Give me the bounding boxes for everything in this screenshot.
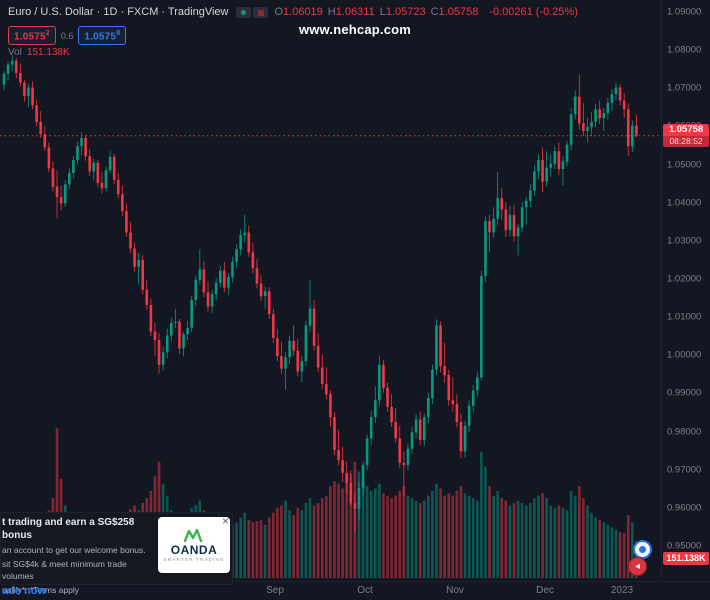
close-value: 1.05758 [438,6,479,18]
advertiser-logo-card: OANDA SMARTER TRADING [158,517,230,573]
eye-toggle-icon[interactable] [236,7,252,18]
candlestick-chart[interactable] [0,0,662,582]
bar-countdown: 08:28:52 [663,136,709,148]
open-label: O [274,6,284,18]
ad-headline: t trading and earn a SG$258 bonus [2,517,135,541]
price-axis-label: 0.98000 [667,426,702,438]
price-axis-label: 1.07000 [667,82,702,94]
symbol-legend: Euro / U.S. Dollar · 1D · FXCM · Trading… [8,5,578,20]
price-axis-label: 1.03000 [667,235,702,247]
price-axis[interactable]: 1.05758 08:28:52 151.138K 1.09000 1.08000… [661,0,710,582]
high-label: H [327,6,336,18]
ad-banner: t trading and earn a SG$258 bonus an acc… [0,512,233,595]
ad-body-line: ualify*. *Terms apply [2,585,80,595]
low-value: 1.05723 [385,6,426,18]
low-label: L [379,6,386,18]
price-axis-label: 1.01000 [667,311,702,323]
time-axis-label: 2023 [610,585,634,596]
price-axis-label: 1.09000 [667,6,702,18]
ad-body-line: an account to get our welcome bonus. [2,545,146,555]
red-floating-button[interactable]: ◂ [628,557,647,576]
advertiser-tagline: SMARTER TRADING [163,556,225,562]
open-value: 1.06019 [283,6,323,18]
series-style-icon[interactable] [253,7,269,18]
last-price-value: 1.05758 [663,124,709,137]
last-price-badge: 1.05758 08:28:52 [663,124,709,148]
floating-buttons: ◂ [612,540,652,584]
price-axis-label: 0.97000 [667,464,702,476]
time-axis-label: Dec [536,585,554,596]
site-watermark: www.nehcap.com [298,22,412,37]
price-axis-label: 0.96000 [667,502,702,514]
high-value: 1.06311 [335,6,375,18]
price-axis-label: 1.00000 [667,349,702,361]
ad-close-icon[interactable]: × [221,514,229,528]
price-axis-label: 0.95000 [667,540,702,552]
trade-buttons-row: 1.05752 0.6 1.05758 [8,26,127,46]
time-axis-label: Sep [266,585,284,596]
ad-cta-button[interactable]: ade now [2,585,47,597]
close-label: C [430,6,439,18]
ad-body-line: sit SG$4k & meet minimum trade volumes [2,559,127,581]
price-axis-label: 1.05000 [667,159,702,171]
buy-button[interactable]: 1.05758 [78,26,127,46]
time-axis-label: Oct [357,585,373,596]
ohlc-values: O1.06019 H1.06311 L1.05723 C1.05758 [274,5,483,20]
symbol-title[interactable]: Euro / U.S. Dollar · 1D · FXCM · Trading… [8,6,229,18]
price-axis-label: 1.04000 [667,197,702,209]
advertiser-name: OANDA [170,542,218,557]
price-axis-label: 1.02000 [667,273,702,285]
spread-value: 0.6 [60,30,74,41]
volume-axis-badge: 151.138K [663,552,709,565]
change-value: -0.00261 (-0.25%) [489,6,578,18]
volume-value: 151.138K [26,47,70,58]
price-axis-label: 1.08000 [667,44,702,56]
price-axis-label: 0.99000 [667,387,702,399]
oanda-logo-icon [184,528,203,542]
sell-button[interactable]: 1.05752 [8,26,56,46]
time-axis[interactable]: Sep Oct Nov Dec 2023 [0,581,710,600]
volume-legend: Vol 151.138K [8,47,70,58]
time-axis-label: Nov [446,585,464,596]
chart-canvas[interactable] [0,0,662,582]
volume-label: Vol [8,47,22,58]
